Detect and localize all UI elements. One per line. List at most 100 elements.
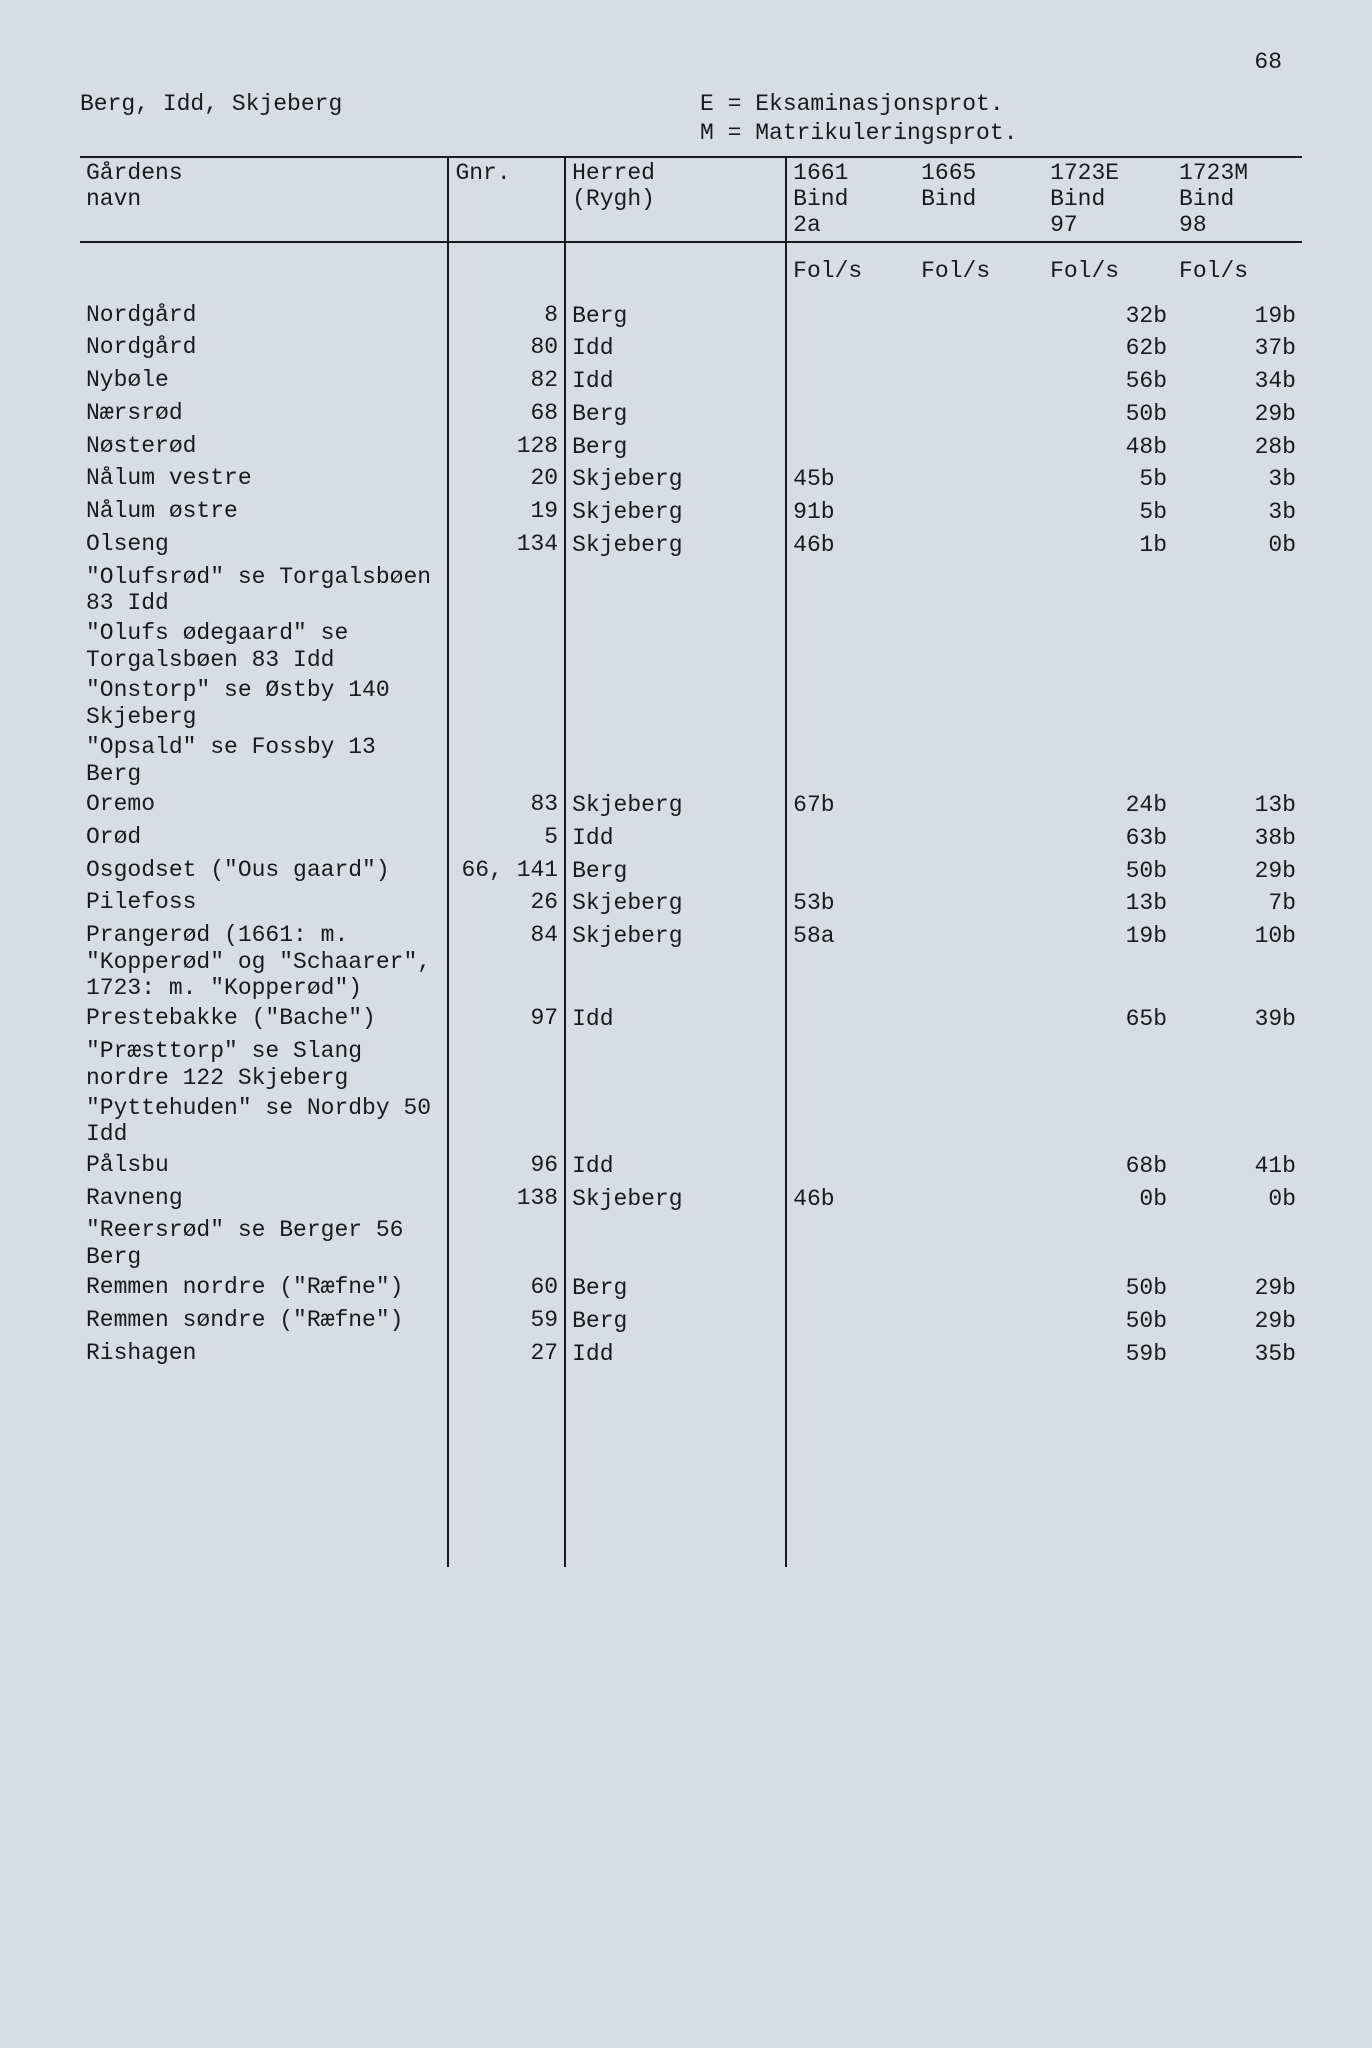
cell-blank [1173,732,1302,789]
cell-1723m: 41b [1173,1150,1302,1183]
cell-1665 [915,529,1044,562]
cell-blank [448,1502,565,1535]
cell-note: "Opsald" se Fossby 13 Berg [80,732,448,789]
cell-1665 [915,365,1044,398]
cell-blank [915,1215,1044,1272]
cell-blank [448,675,565,732]
cell-1665 [915,463,1044,496]
cell-gnr: 59 [448,1305,565,1338]
cell-note: "Pyttehuden" se Nordby 50 Idd [80,1093,448,1150]
cell-herred: Skjeberg [565,463,786,496]
cell-blank [565,1371,786,1404]
cell-1723e: 48b [1044,431,1173,464]
cell-name: Remmen nordre ("Ræfne") [80,1272,448,1305]
cell-1665 [915,920,1044,1003]
cell-blank [1044,1371,1173,1404]
cell-blank [915,1093,1044,1150]
cell-blank [786,1502,915,1535]
cell-1723e: 50b [1044,398,1173,431]
table-row: Rishagen27Idd59b35b [80,1338,1302,1371]
cell-blank [565,1215,786,1272]
table-row: Remmen nordre ("Ræfne")60Berg50b29b [80,1272,1302,1305]
cell-1723e: 13b [1044,887,1173,920]
cell-name: Remmen søndre ("Ræfne") [80,1305,448,1338]
table-row: Nordgård8Berg32b19b [80,288,1302,333]
cell-herred: Berg [565,1272,786,1305]
table-header: Gårdensnavn Gnr. Herred(Rygh) 1661Bind2a… [80,157,1302,288]
cell-gnr: 68 [448,398,565,431]
cell-blank [1173,675,1302,732]
cell-blank [786,1534,915,1567]
table-note-row: "Opsald" se Fossby 13 Berg [80,732,1302,789]
cell-blank [1173,618,1302,675]
cell-name: Olseng [80,529,448,562]
cell-name: Nærsrød [80,398,448,431]
cell-blank [565,1534,786,1567]
subhdr-fols: Fol/s [1173,242,1302,288]
cell-1723m: 34b [1173,365,1302,398]
cell-1661: 45b [786,463,915,496]
cell-1661: 67b [786,789,915,822]
cell-blank [786,562,915,619]
cell-blank [565,1093,786,1150]
cell-blank [1044,562,1173,619]
cell-herred: Idd [565,365,786,398]
table-row: Nålum østre19Skjeberg91b5b3b [80,496,1302,529]
cell-blank [915,1502,1044,1535]
table-row: Orød5Idd63b38b [80,822,1302,855]
cell-blank [1173,1036,1302,1093]
col-gnr: Gnr. [448,157,565,242]
cell-1665 [915,789,1044,822]
cell-blank [565,1469,786,1502]
table-row: Osgodset ("Ous gaard")66, 141Berg50b29b [80,855,1302,888]
cell-1665 [915,1272,1044,1305]
cell-blank [448,562,565,619]
cell-blank [1044,1436,1173,1469]
col-name: Gårdensnavn [80,157,448,242]
cell-blank [915,1469,1044,1502]
cell-1723m: 3b [1173,463,1302,496]
col-1723m: 1723MBind98 [1173,157,1302,242]
cell-name: Nybøle [80,365,448,398]
cell-1723e: 24b [1044,789,1173,822]
cell-herred: Berg [565,1305,786,1338]
table-row: Ravneng138Skjeberg46b0b0b [80,1183,1302,1216]
cell-1665 [915,887,1044,920]
cell-1723e: 0b [1044,1183,1173,1216]
cell-blank [1173,1502,1302,1535]
table-row: Nordgård80Idd62b37b [80,332,1302,365]
cell-1665 [915,332,1044,365]
cell-name: Ravneng [80,1183,448,1216]
cell-1661 [786,1003,915,1036]
cell-blank [786,1371,915,1404]
table-note-row: "Onstorp" se Østby 140 Skjeberg [80,675,1302,732]
cell-1661 [786,1305,915,1338]
table-note-row: "Reersrød" se Berger 56 Berg [80,1215,1302,1272]
table-note-row: "Olufsrød" se Torgalsbøen 83 Idd [80,562,1302,619]
cell-blank [1044,1469,1173,1502]
cell-note: "Onstorp" se Østby 140 Skjeberg [80,675,448,732]
table-note-row: "Pyttehuden" se Nordby 50 Idd [80,1093,1302,1150]
header-legend: E = Eksaminasjonsprot. M = Matrikulering… [700,90,1302,148]
cell-blank [80,1534,448,1567]
cell-gnr: 80 [448,332,565,365]
cell-blank [1173,1403,1302,1436]
cell-1665 [915,1150,1044,1183]
table-note-row: "Olufs ødegaard" se Torgalsbøen 83 Idd [80,618,1302,675]
cell-blank [1044,675,1173,732]
cell-gnr: 19 [448,496,565,529]
cell-gnr: 128 [448,431,565,464]
cell-1661: 46b [786,529,915,562]
cell-note: "Olufsrød" se Torgalsbøen 83 Idd [80,562,448,619]
cell-blank [448,1469,565,1502]
cell-1723m: 13b [1173,789,1302,822]
col-herred: Herred(Rygh) [565,157,786,242]
col-1661: 1661Bind2a [786,157,915,242]
cell-blank [915,1371,1044,1404]
cell-blank [1044,1502,1173,1535]
legend-line: E = Eksaminasjonsprot. [700,90,1302,119]
cell-name: Prestebakke ("Bache") [80,1003,448,1036]
cell-gnr: 84 [448,920,565,1003]
cell-1665 [915,1338,1044,1371]
cell-gnr: 8 [448,288,565,333]
